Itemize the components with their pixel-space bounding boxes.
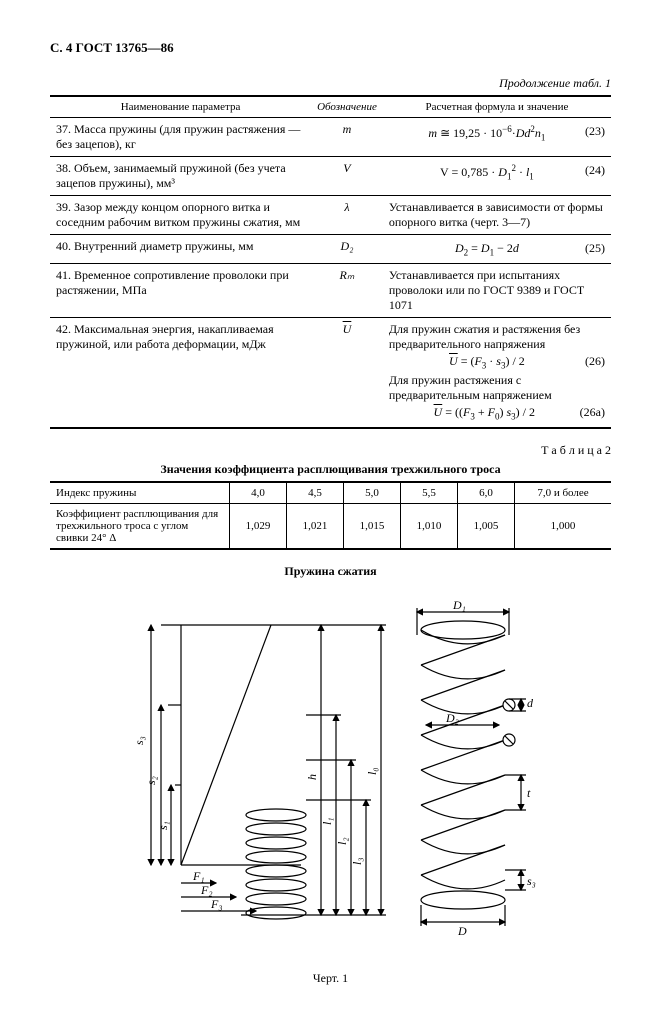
t2-cell: 1,029 bbox=[230, 504, 287, 550]
table2-title: Значения коэффициента расплющивания трех… bbox=[50, 462, 611, 477]
t2-header: 5,5 bbox=[401, 482, 458, 504]
t2-header: 4,0 bbox=[230, 482, 287, 504]
t1-h-symbol: Обозначение bbox=[311, 96, 383, 118]
table-1: Наименование параметра Обозначение Расче… bbox=[50, 95, 611, 429]
lbl-D1: D₁ bbox=[452, 598, 466, 612]
lbl-D: D bbox=[457, 924, 467, 938]
figure-title: Пружина сжатия bbox=[50, 564, 611, 579]
lbl-s2: s₂ bbox=[144, 776, 158, 785]
t2-cell: 1,021 bbox=[287, 504, 344, 550]
figure-caption: Черт. 1 bbox=[50, 971, 611, 986]
t2-header: 5,0 bbox=[344, 482, 401, 504]
t2-header: 6,0 bbox=[458, 482, 515, 504]
table2-label: Т а б л и ц а 2 bbox=[50, 443, 611, 458]
t2-header: 7,0 и более bbox=[515, 482, 611, 504]
t2-cell: 1,010 bbox=[401, 504, 458, 550]
t2-header: Индекс пружины bbox=[50, 482, 230, 504]
lbl-l1: l₁ bbox=[320, 818, 334, 826]
lbl-D2: D₂ bbox=[445, 711, 459, 725]
t2-cell: 1,000 bbox=[515, 504, 611, 550]
lbl-l3: l₃ bbox=[350, 858, 364, 866]
continuation-label: Продолжение табл. 1 bbox=[50, 76, 611, 91]
lbl-F2: F₂ bbox=[200, 883, 213, 897]
figure-wrap: s₃ s₂ s₁ F₁ F₂ F₃ h l₁ l₂ l₃ l₀ D₁ D₂ D … bbox=[121, 585, 541, 965]
lbl-s3r: s₃ bbox=[527, 874, 536, 888]
lbl-F3: F₃ bbox=[210, 897, 223, 911]
t2-cell: 1,015 bbox=[344, 504, 401, 550]
table-2: Индекс пружины4,04,55,05,56,07,0 и более… bbox=[50, 481, 611, 550]
spring-diagram: s₃ s₂ s₁ F₁ F₂ F₃ h l₁ l₂ l₃ l₀ D₁ D₂ D … bbox=[121, 585, 541, 965]
lbl-s3: s₃ bbox=[132, 736, 146, 745]
lbl-F1: F₁ bbox=[192, 869, 205, 883]
table-row: 38. Объем, занимаемый пружиной (без учет… bbox=[50, 157, 611, 196]
t2-row-label: Коэффициент расплющивания для трехжильно… bbox=[50, 504, 230, 550]
table-row: 42. Максимальная энергия, накапливаемая … bbox=[50, 318, 611, 428]
t1-h-name: Наименование параметра bbox=[50, 96, 311, 118]
t2-header: 4,5 bbox=[287, 482, 344, 504]
table-row: 39. Зазор между концом опорного витка и … bbox=[50, 196, 611, 235]
t1-h-formula: Расчетная формула и значение bbox=[383, 96, 611, 118]
lbl-s1: s₁ bbox=[156, 821, 170, 830]
lbl-t: t bbox=[527, 786, 531, 800]
table-row: 41. Временное сопротивление проволоки пр… bbox=[50, 264, 611, 318]
table-row: 37. Масса пружины (для пружин растяжения… bbox=[50, 118, 611, 157]
table-row: 40. Внутренний диаметр пружины, ммD₂D2 =… bbox=[50, 235, 611, 264]
t2-cell: 1,005 bbox=[458, 504, 515, 550]
lbl-d: d bbox=[527, 696, 534, 710]
lbl-h: h bbox=[305, 774, 319, 780]
page-header: С. 4 ГОСТ 13765—86 bbox=[50, 40, 611, 56]
lbl-l2: l₂ bbox=[335, 838, 349, 846]
lbl-l0: l₀ bbox=[365, 768, 379, 776]
